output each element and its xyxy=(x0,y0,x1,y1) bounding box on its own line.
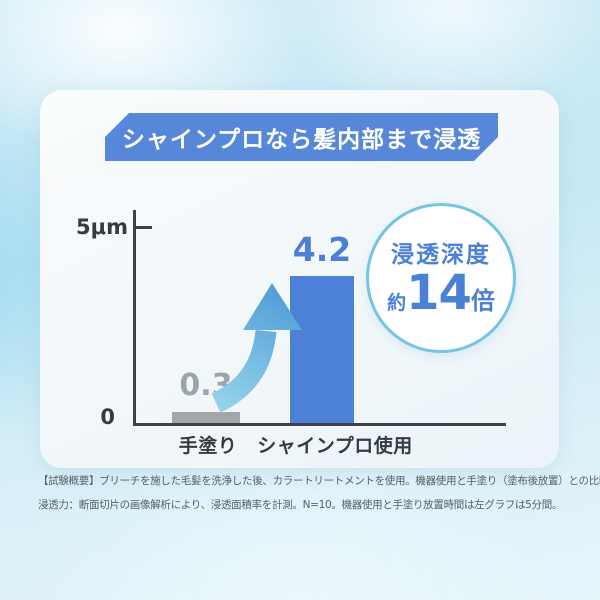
bar-hand-applied xyxy=(172,412,240,423)
badge-number: 14 xyxy=(406,265,472,321)
badge-suffix: 倍 xyxy=(470,287,495,315)
y-axis-max-label: 5μm xyxy=(76,215,128,239)
bar-value-label-shinepro: 4.2 xyxy=(292,230,352,269)
bar-shinepro xyxy=(290,276,354,423)
y-axis-zero-label: 0 xyxy=(100,405,115,429)
badge-heading: 浸透深度 xyxy=(391,242,491,268)
x-axis-line xyxy=(133,423,506,426)
footnote-line-2: 浸透力：断面切片の画像解析により、浸透面積率を計測。N=10。機器使用と手塗り放… xyxy=(38,499,563,511)
footnote: 【試験概要】ブリーチを施した毛髪を洗浄した後、カラートリートメントを使用。機器使… xyxy=(38,469,600,517)
badge-prefix: 約 xyxy=(387,292,407,314)
y-axis-line xyxy=(133,210,136,426)
category-label-hand-applied: 手塗り xyxy=(178,435,238,457)
y-axis-max-tick xyxy=(136,226,152,229)
penetration-depth-badge: 浸透深度 約14倍 xyxy=(366,203,516,353)
footnote-line-1: 【試験概要】ブリーチを施した毛髪を洗浄した後、カラートリートメントを使用。機器使… xyxy=(38,475,600,487)
category-label-shinepro: シャインプロ使用 xyxy=(257,435,413,457)
claim-banner-title: シャインプロなら髪内部まで浸透 xyxy=(121,127,482,153)
claim-banner: シャインプロなら髪内部まで浸透 xyxy=(105,113,498,161)
bar-value-label-hand-applied: 0.3 xyxy=(179,368,233,403)
badge-multiplier: 約14倍 xyxy=(387,265,495,321)
